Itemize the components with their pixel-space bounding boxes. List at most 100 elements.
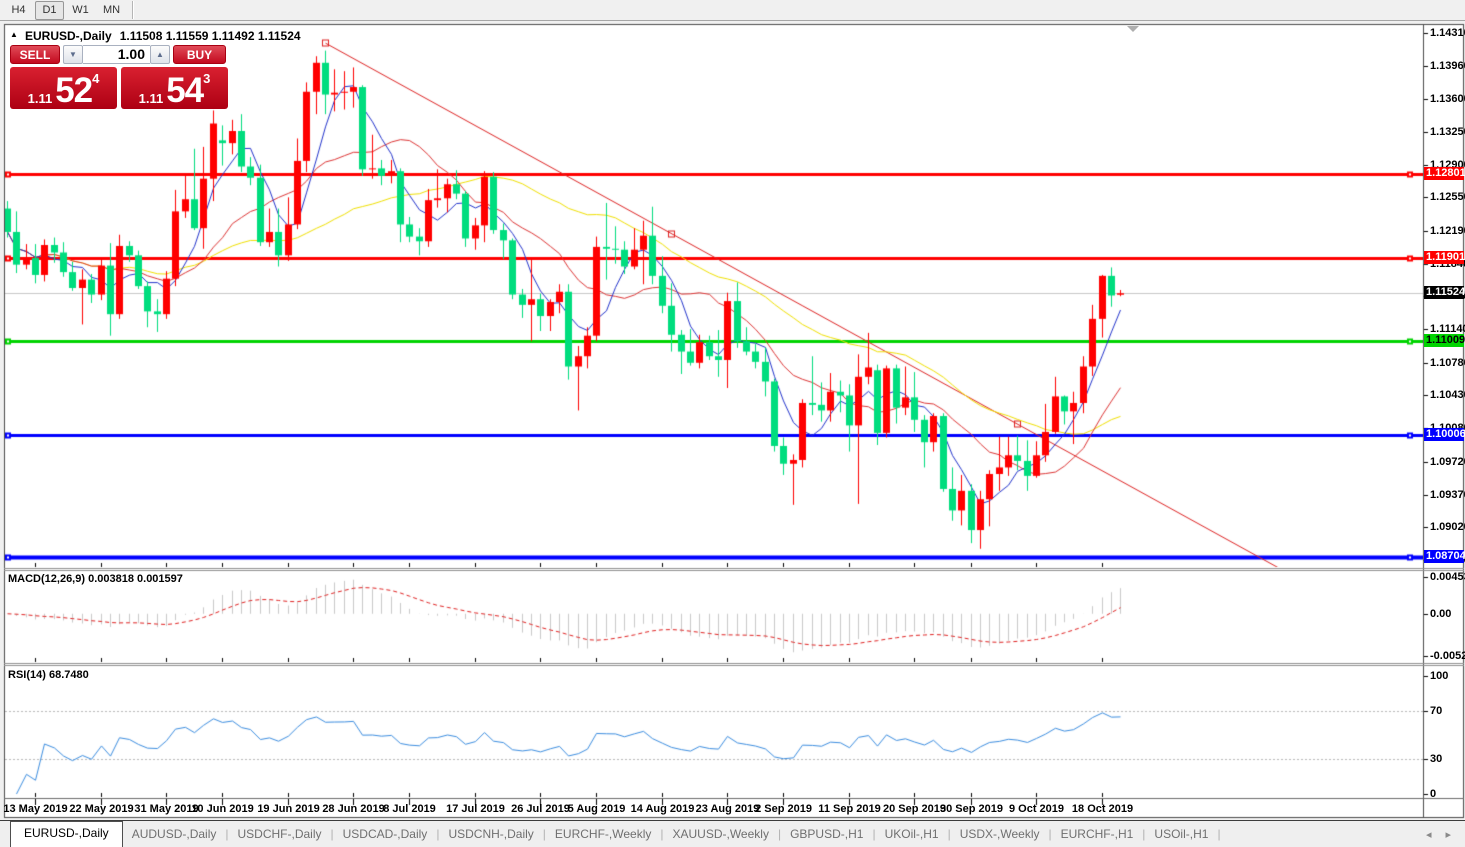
date-axis-label: 26 Jul 2019 xyxy=(511,803,570,815)
timeframe-button-d1[interactable]: D1 xyxy=(35,0,64,20)
price-level-badge: 1.12801 xyxy=(1424,167,1465,180)
sell-price-prefix: 1.11 xyxy=(27,91,53,106)
price-level-badge: 1.11009 xyxy=(1424,334,1465,347)
price-axis-label: 1.12190 xyxy=(1430,225,1465,237)
tab-usdcad-daily[interactable]: USDCAD-,Daily xyxy=(342,827,428,841)
toolbar-divider xyxy=(132,1,134,19)
rsi-label: RSI(14) 68.7480 xyxy=(8,669,89,681)
tab-separator: | xyxy=(1217,827,1221,841)
sell-button[interactable]: SELL xyxy=(10,45,60,64)
tab-usdx-weekly[interactable]: USDX-,Weekly xyxy=(959,827,1040,841)
tab-separator: | xyxy=(330,827,334,841)
tab-separator: | xyxy=(1142,827,1146,841)
buy-price-tile[interactable]: 1.11 54 3 xyxy=(121,67,228,109)
price-level-badge: 1.08704 xyxy=(1424,550,1465,563)
tab-scroll-arrows: ◂ ▸ xyxy=(1426,828,1465,847)
buy-price-big: 54 xyxy=(166,71,204,110)
date-axis-label: 9 Oct 2019 xyxy=(1008,803,1065,815)
tab-gbpusd-h1[interactable]: GBPUSD-,H1 xyxy=(790,827,864,841)
price-axis-label: 1.13250 xyxy=(1430,126,1465,138)
collapse-panel-icon[interactable]: ▲ xyxy=(10,30,18,39)
price-axis-label: 1.09720 xyxy=(1430,456,1465,468)
date-axis-label: 23 Aug 2019 xyxy=(695,803,760,815)
tab-separator: | xyxy=(872,827,876,841)
price-axis-label: 1.10780 xyxy=(1430,357,1465,369)
tab-ukoil-h1[interactable]: UKOil-,H1 xyxy=(884,827,939,841)
date-axis-label: 13 May 2019 xyxy=(3,803,68,815)
rsi-axis-label: 0 xyxy=(1430,788,1437,800)
buy-price-pip: 3 xyxy=(203,71,211,86)
rsi-axis-label: 70 xyxy=(1430,705,1443,717)
price-axis-label: 1.14310 xyxy=(1430,27,1465,39)
timeframe-button-mn[interactable]: MN xyxy=(102,4,121,16)
macd-axis-label: 0.00 xyxy=(1430,608,1452,620)
date-axis-label: 20 Sep 2019 xyxy=(883,803,946,815)
timeframe-buttons: H4 D1 W1 MN xyxy=(3,0,127,20)
tab-xauusd-weekly[interactable]: XAUUSD-,Weekly xyxy=(672,827,769,841)
tab-scroll-left-icon[interactable]: ◂ xyxy=(1425,829,1432,841)
rsi-axis-label: 30 xyxy=(1430,753,1443,765)
tab-separator: | xyxy=(947,827,951,841)
date-axis-label: 31 May 2019 xyxy=(134,803,199,815)
macd-axis-label: -0.005205 xyxy=(1430,650,1465,662)
sell-price-tile[interactable]: 1.11 52 4 xyxy=(10,67,117,109)
tab-usoil-h1[interactable]: USOil-,H1 xyxy=(1154,827,1209,841)
sell-price-pip: 4 xyxy=(92,71,100,86)
rsi-axis-label: 100 xyxy=(1430,670,1449,682)
dock-triangle-icon[interactable] xyxy=(1127,26,1139,32)
date-axis-label: 28 Jun 2019 xyxy=(322,803,385,815)
date-axis-label: 2 Sep 2019 xyxy=(755,803,812,815)
macd-label: MACD(12,26,9) 0.003818 0.001597 xyxy=(8,573,183,585)
tab-separator: | xyxy=(660,827,664,841)
chevron-down-icon: ▼ xyxy=(69,50,77,59)
price-axis-label: 1.11140 xyxy=(1430,323,1465,335)
date-axis-label: 8 Jul 2019 xyxy=(383,803,436,815)
price-axis-label: 1.13960 xyxy=(1430,60,1465,72)
price-level-badge: 1.10006 xyxy=(1424,428,1465,441)
macd-axis-label: 0.004536 xyxy=(1430,571,1465,583)
one-click-trading-panel: SELL ▼ 1.00 ▲ BUY 1.11 52 4 1.11 54 3 xyxy=(10,45,232,109)
tab-scroll-right-icon[interactable]: ▸ xyxy=(1445,829,1451,841)
tab-separator: | xyxy=(542,827,546,841)
price-axis-label: 1.13600 xyxy=(1430,93,1465,105)
timeframe-button-w1[interactable]: W1 xyxy=(72,4,89,16)
tab-audusd-daily[interactable]: AUDUSD-,Daily xyxy=(131,827,217,841)
tab-eurchf-h1[interactable]: EURCHF-,H1 xyxy=(1060,827,1134,841)
buy-button[interactable]: BUY xyxy=(173,45,226,64)
current-price-badge: 1.11524 xyxy=(1424,286,1465,299)
tab-usdchf-daily[interactable]: USDCHF-,Daily xyxy=(237,827,322,841)
date-axis-label: 11 Sep 2019 xyxy=(818,803,881,815)
tab-separator: | xyxy=(436,827,440,841)
date-axis-label: 18 Oct 2019 xyxy=(1071,803,1134,815)
tab-eurusd-daily[interactable]: EURUSD-,Daily xyxy=(10,821,123,847)
chevron-up-icon: ▲ xyxy=(156,50,164,59)
timeframe-button-h4[interactable]: H4 xyxy=(11,4,26,16)
tab-separator: | xyxy=(777,827,782,841)
price-axis-label: 1.10430 xyxy=(1430,389,1465,401)
chart-tab-bar: EURUSD-,Daily AUDUSD-,Daily | USDCHF-,Daily… xyxy=(0,820,1465,847)
price-level-badge: 1.11901 xyxy=(1424,251,1465,264)
date-axis-label: 19 Jun 2019 xyxy=(257,803,320,815)
date-axis-label: 14 Aug 2019 xyxy=(630,803,695,815)
timeframe-toolbar: H4 D1 W1 MN xyxy=(0,0,1465,21)
volume-input[interactable]: 1.00 xyxy=(83,45,150,64)
symbol-period-label: EURUSD-,Daily xyxy=(25,29,112,43)
tab-usdcnh-daily[interactable]: USDCNH-,Daily xyxy=(448,827,534,841)
date-axis-label: 17 Jul 2019 xyxy=(446,803,505,815)
date-axis-label: 5 Aug 2019 xyxy=(567,803,626,815)
date-axis-label: 22 May 2019 xyxy=(69,803,134,815)
tab-eurchf-weekly[interactable]: EURCHF-,Weekly xyxy=(554,827,652,841)
date-axis-label: 10 Jun 2019 xyxy=(191,803,254,815)
volume-increase-button[interactable]: ▲ xyxy=(150,45,170,64)
volume-decrease-button[interactable]: ▼ xyxy=(63,45,83,64)
ohlc-values: 1.11508 1.11559 1.11492 1.11524 xyxy=(119,29,301,43)
date-axis-label: 30 Sep 2019 xyxy=(940,803,1003,815)
price-axis-label: 1.12550 xyxy=(1430,191,1465,203)
price-axis-label: 1.09370 xyxy=(1430,489,1465,501)
chart-title: EURUSD-,Daily 1.11508 1.11559 1.11492 1.1… xyxy=(25,29,301,43)
buy-price-prefix: 1.11 xyxy=(138,91,164,106)
tab-separator: | xyxy=(1048,827,1052,841)
tab-separator: | xyxy=(225,827,229,841)
